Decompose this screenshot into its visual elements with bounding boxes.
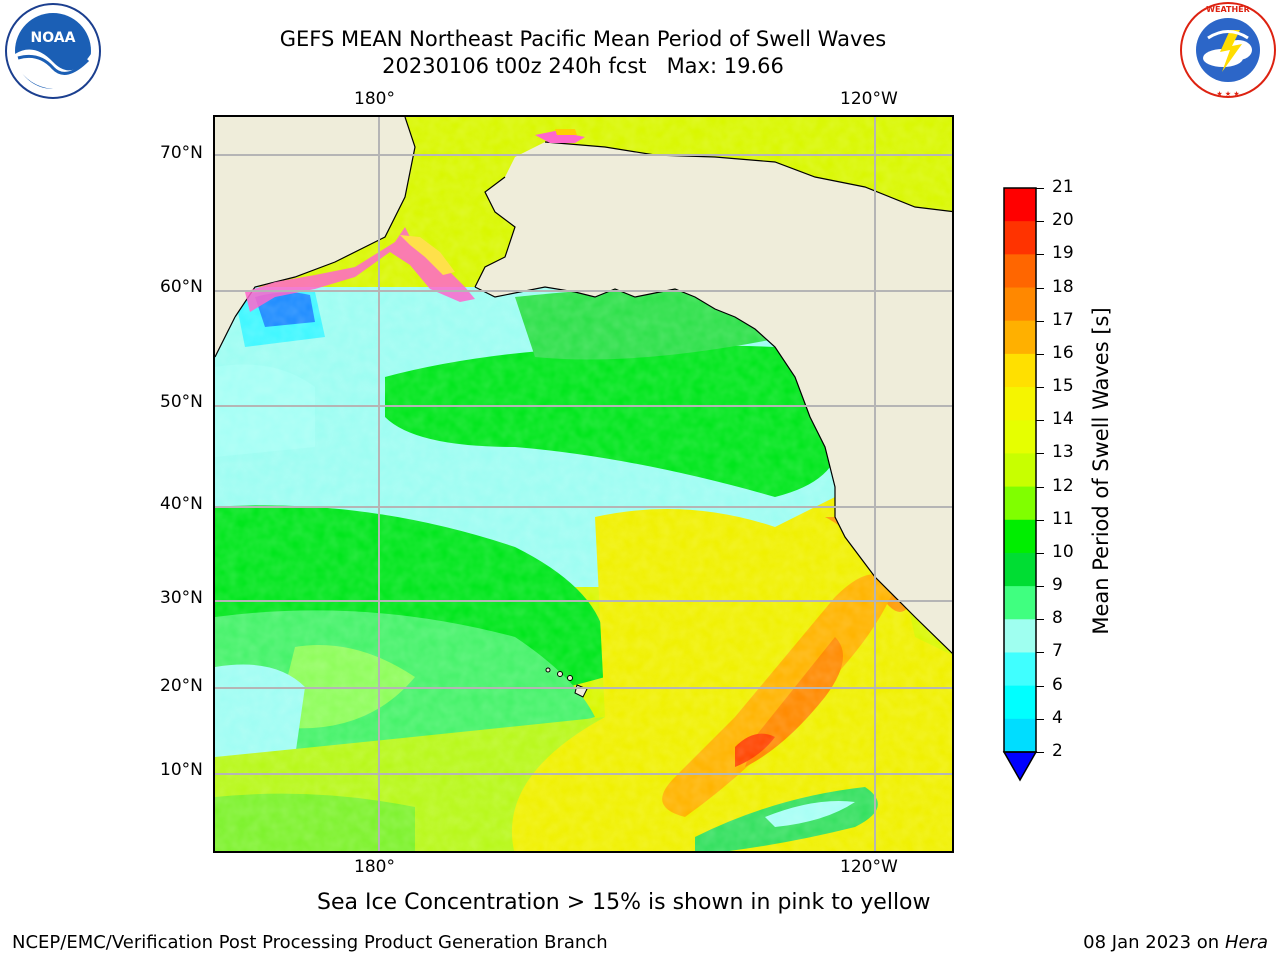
colorbar-segment bbox=[1004, 287, 1036, 322]
forecast-date: 20230106 t00z 240h fcst bbox=[382, 54, 647, 78]
colorbar-tick-mark bbox=[1036, 188, 1044, 189]
colorbar-tick-label: 15 bbox=[1052, 376, 1074, 397]
colorbar-segment bbox=[1004, 188, 1036, 222]
colorbar-tick-mark bbox=[1036, 453, 1044, 455]
swell-period-map bbox=[215, 117, 952, 851]
lat-label-20n: 20°N bbox=[160, 676, 203, 696]
footer-credit: NCEP/EMC/Verification Post Processing Pr… bbox=[12, 932, 608, 953]
colorbar-tick-mark bbox=[1036, 254, 1044, 256]
max-value: Max: 19.66 bbox=[666, 54, 784, 78]
colorbar-tick-label: 2 bbox=[1052, 741, 1063, 761]
lat-label-10n: 10°N bbox=[160, 760, 203, 780]
colorbar-tick-label: 18 bbox=[1052, 276, 1074, 297]
colorbar-label: Mean Period of Swell Waves [s] bbox=[1089, 307, 1113, 635]
colorbar-tick-mark bbox=[1036, 486, 1044, 488]
lon-label-top-180: 180° bbox=[354, 89, 395, 109]
lat-label-50n: 50°N bbox=[160, 392, 203, 412]
footer-host: Hera bbox=[1224, 932, 1268, 953]
svg-text:★ ★ ★: ★ ★ ★ bbox=[1216, 90, 1239, 98]
lon-label-bottom-180: 180° bbox=[354, 857, 395, 877]
colorbar-tick-label: 10 bbox=[1052, 541, 1074, 562]
colorbar-tick-mark bbox=[1036, 221, 1044, 223]
colorbar-tick-mark bbox=[1036, 353, 1044, 355]
colorbar-segment bbox=[1004, 320, 1036, 355]
colorbar-segment bbox=[1004, 221, 1036, 255]
colorbar-tick-label: 21 bbox=[1052, 177, 1074, 197]
colorbar bbox=[1000, 186, 1040, 786]
colorbar-segment bbox=[1004, 387, 1036, 421]
svg-text:NOAA: NOAA bbox=[31, 30, 76, 46]
colorbar-tick-mark bbox=[1036, 718, 1044, 720]
lat-label-30n: 30°N bbox=[160, 588, 203, 608]
colorbar-segment bbox=[1004, 353, 1036, 388]
map-panel bbox=[213, 115, 954, 853]
colorbar-segment bbox=[1004, 586, 1036, 620]
colorbar-tick-mark bbox=[1036, 552, 1044, 554]
chart-subtitle: 20230106 t00z 240h fcst Max: 19.66 bbox=[0, 54, 1166, 78]
colorbar-segment bbox=[1004, 254, 1036, 289]
colorbar-tick-mark bbox=[1036, 586, 1044, 588]
colorbar-tick-label: 19 bbox=[1052, 243, 1074, 264]
colorbar-segment bbox=[1004, 453, 1036, 488]
colorbar-segment bbox=[1004, 619, 1036, 653]
colorbar-segment bbox=[1004, 652, 1036, 687]
lon-label-top-120w: 120°W bbox=[840, 89, 898, 109]
colorbar-tick-label: 9 bbox=[1052, 575, 1063, 596]
colorbar-tick-mark bbox=[1036, 387, 1044, 389]
colorbar-segment bbox=[1004, 420, 1036, 454]
nws-logo: WEATHER ★ ★ ★ bbox=[1178, 0, 1278, 100]
colorbar-tick-label: 4 bbox=[1052, 707, 1063, 728]
colorbar-segment bbox=[1004, 552, 1036, 587]
colorbar-tick-mark bbox=[1036, 420, 1044, 422]
colorbar-tick-mark bbox=[1036, 519, 1044, 521]
colorbar-tick-label: 7 bbox=[1052, 641, 1063, 662]
colorbar-segment bbox=[1004, 718, 1036, 753]
sea-ice-note: Sea Ice Concentration > 15% is shown in … bbox=[317, 890, 931, 915]
footer-date-text: 08 Jan 2023 on bbox=[1083, 932, 1220, 953]
chart-title: GEFS MEAN Northeast Pacific Mean Period … bbox=[279, 27, 887, 51]
colorbar-tick-label: 8 bbox=[1052, 608, 1063, 629]
colorbar-tick-label: 17 bbox=[1052, 309, 1074, 330]
colorbar-extend-arrow bbox=[1002, 751, 1038, 782]
colorbar-segment bbox=[1004, 519, 1036, 554]
svg-text:WEATHER: WEATHER bbox=[1206, 5, 1250, 14]
lat-label-60n: 60°N bbox=[160, 277, 203, 297]
colorbar-tick-mark bbox=[1036, 752, 1044, 753]
colorbar-tick-label: 13 bbox=[1052, 442, 1074, 463]
colorbar-tick-label: 11 bbox=[1052, 508, 1074, 529]
colorbar-tick-label: 14 bbox=[1052, 409, 1074, 430]
colorbar-tick-label: 12 bbox=[1052, 475, 1074, 496]
colorbar-segment bbox=[1004, 486, 1036, 521]
colorbar-tick-mark bbox=[1036, 287, 1044, 289]
noaa-logo: NOAA bbox=[4, 2, 102, 100]
lat-label-40n: 40°N bbox=[160, 494, 203, 514]
colorbar-segment bbox=[1004, 685, 1036, 720]
colorbar-tick-label: 6 bbox=[1052, 674, 1063, 695]
footer-date: 08 Jan 2023 on Hera bbox=[1083, 932, 1268, 953]
map-gridlines bbox=[215, 117, 952, 851]
colorbar-tick-label: 20 bbox=[1052, 210, 1074, 231]
colorbar-tick-label: 16 bbox=[1052, 342, 1074, 363]
lon-label-bottom-120w: 120°W bbox=[840, 857, 898, 877]
colorbar-tick-mark bbox=[1036, 685, 1044, 687]
colorbar-tick-mark bbox=[1036, 652, 1044, 654]
colorbar-tick-mark bbox=[1036, 619, 1044, 621]
lat-label-70n: 70°N bbox=[160, 143, 203, 163]
colorbar-tick-mark bbox=[1036, 320, 1044, 322]
